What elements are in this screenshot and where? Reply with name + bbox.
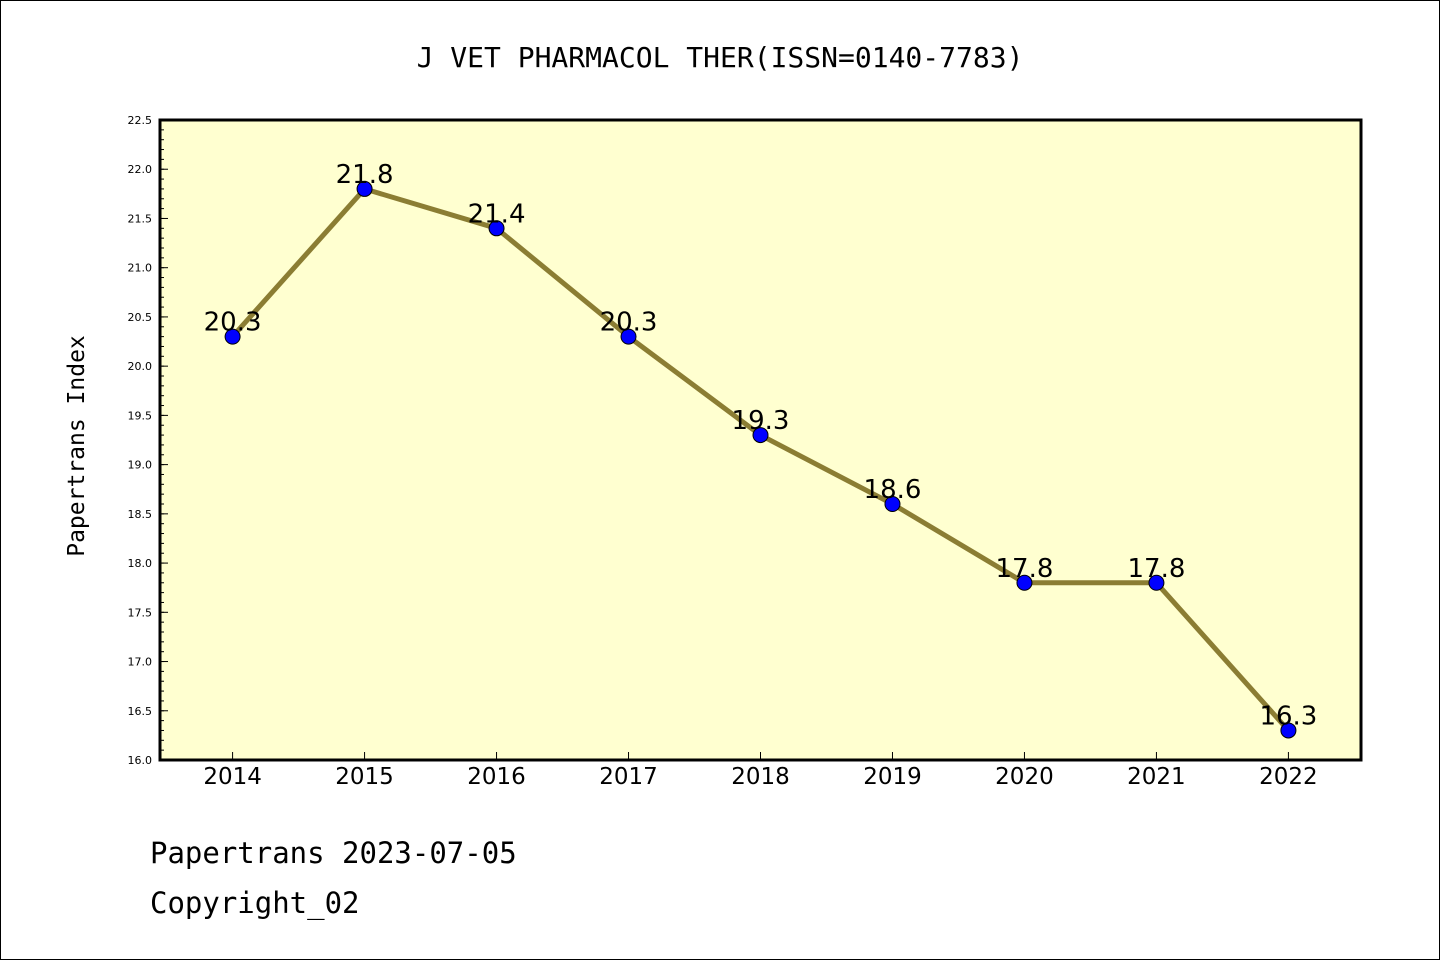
- data-point-marker: [224, 328, 241, 345]
- data-point-marker: [1148, 574, 1165, 591]
- data-label: 18.6: [864, 475, 922, 505]
- y-tick-label: 18.0: [128, 557, 153, 570]
- data-label: 21.8: [336, 160, 394, 190]
- data-label: 17.8: [1127, 554, 1185, 584]
- y-tick-label: 20.0: [128, 360, 153, 373]
- x-tick-label: 2020: [995, 764, 1054, 790]
- y-axis-ticks: 16.0 16.5 17.0 17.5 18.0 18.5 19.0 19.5 20.0 20.5…: [128, 114, 168, 767]
- data-point-marker: [884, 496, 901, 512]
- x-tick-label: 2016: [467, 764, 526, 790]
- data-label: 21.4: [468, 199, 526, 229]
- data-point-marker: [488, 220, 505, 237]
- x-tick-label: 2017: [599, 764, 658, 790]
- y-tick-label: 21.0: [128, 262, 153, 275]
- x-axis-ticks: 2014 2015 2016 2017 2018 2019 2020 2021 2022: [203, 752, 1318, 790]
- data-point-marker: [752, 427, 769, 444]
- data-labels: 20.3 21.8 21.4 20.3 19.3 18.6 17.8 17.8 16.3: [204, 160, 1318, 732]
- data-label: 20.3: [600, 308, 658, 338]
- y-tick-label: 22.5: [128, 114, 153, 127]
- data-point-marker: [356, 180, 373, 197]
- y-tick-label: 22.0: [128, 163, 153, 176]
- y-tick-label: 20.5: [128, 311, 153, 324]
- data-label: 20.3: [204, 308, 262, 338]
- data-point-marker: [1016, 574, 1033, 591]
- y-tick-label: 16.5: [128, 705, 153, 718]
- y-tick-label: 21.5: [128, 212, 153, 225]
- x-tick-label: 2022: [1259, 764, 1318, 790]
- footer-date-text: Papertrans 2023-07-05: [150, 836, 517, 870]
- data-point-marker: [620, 328, 637, 345]
- y-tick-label: 17.5: [128, 606, 153, 619]
- y-tick-label: 17.0: [128, 656, 153, 669]
- x-tick-label: 2014: [203, 764, 262, 790]
- data-point-marker: [1280, 722, 1297, 739]
- y-tick-label: 16.0: [128, 754, 153, 767]
- chart-title: J VET PHARMACOL THER(ISSN=0140-7783): [417, 41, 1024, 74]
- footer-copyright-text: Copyright_02: [150, 886, 360, 920]
- y-axis-title: Papertrans Index: [64, 335, 90, 557]
- data-label: 17.8: [996, 554, 1054, 584]
- y-tick-label: 18.5: [128, 508, 153, 521]
- x-tick-label: 2019: [863, 764, 922, 790]
- x-tick-label: 2018: [731, 764, 790, 790]
- x-tick-label: 2015: [335, 764, 394, 790]
- y-tick-label: 19.5: [128, 409, 153, 422]
- y-tick-label: 19.0: [128, 459, 153, 472]
- x-tick-label: 2021: [1127, 764, 1186, 790]
- data-label: 19.3: [732, 406, 790, 436]
- data-point-markers: [224, 180, 1297, 739]
- data-label: 16.3: [1259, 701, 1317, 731]
- y-axis-minor-ticks: [160, 119, 164, 761]
